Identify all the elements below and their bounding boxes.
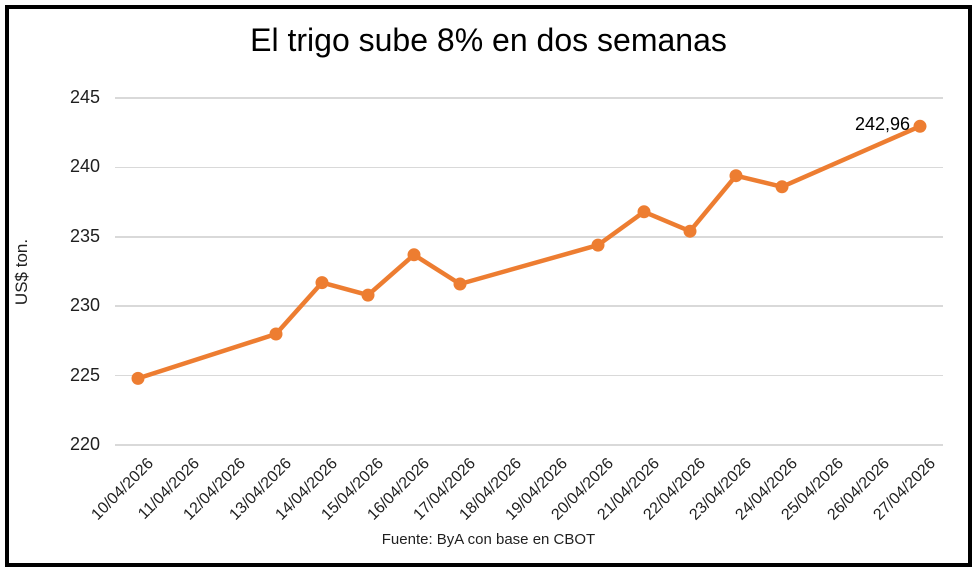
y-axis-tick-label: 245 (69, 87, 100, 107)
data-point-marker (315, 276, 329, 290)
source-note: Fuente: ByA con base en CBOT (381, 531, 596, 548)
gridline (115, 374, 943, 377)
price-line (135, 124, 923, 381)
gridline (115, 236, 943, 238)
y-axis-tick-label: 225 (69, 364, 100, 385)
data-point-marker (269, 327, 283, 341)
chart-title: El trigo sube 8% en dos semanas (250, 22, 727, 58)
data-point-marker (637, 205, 651, 219)
data-point-marker (361, 288, 375, 302)
gridline (115, 97, 943, 99)
data-point-marker (407, 248, 421, 262)
last-point-data-label: 242,96 (854, 114, 910, 135)
data-point-marker (729, 169, 743, 183)
data-point-marker (453, 277, 467, 291)
data-point-marker (683, 224, 697, 238)
gridline (115, 305, 943, 307)
data-point-marker (913, 119, 927, 133)
y-axis-tick-label: 240 (69, 156, 100, 177)
data-point-marker (131, 371, 145, 385)
y-axis-tick-label: 235 (69, 225, 100, 246)
gridline (115, 166, 943, 169)
data-point-marker (591, 238, 605, 252)
gridline (115, 444, 943, 446)
y-axis-tick-label: 230 (69, 295, 100, 316)
y-axis-tick-label: 220 (69, 434, 100, 454)
data-point-marker (775, 180, 789, 194)
